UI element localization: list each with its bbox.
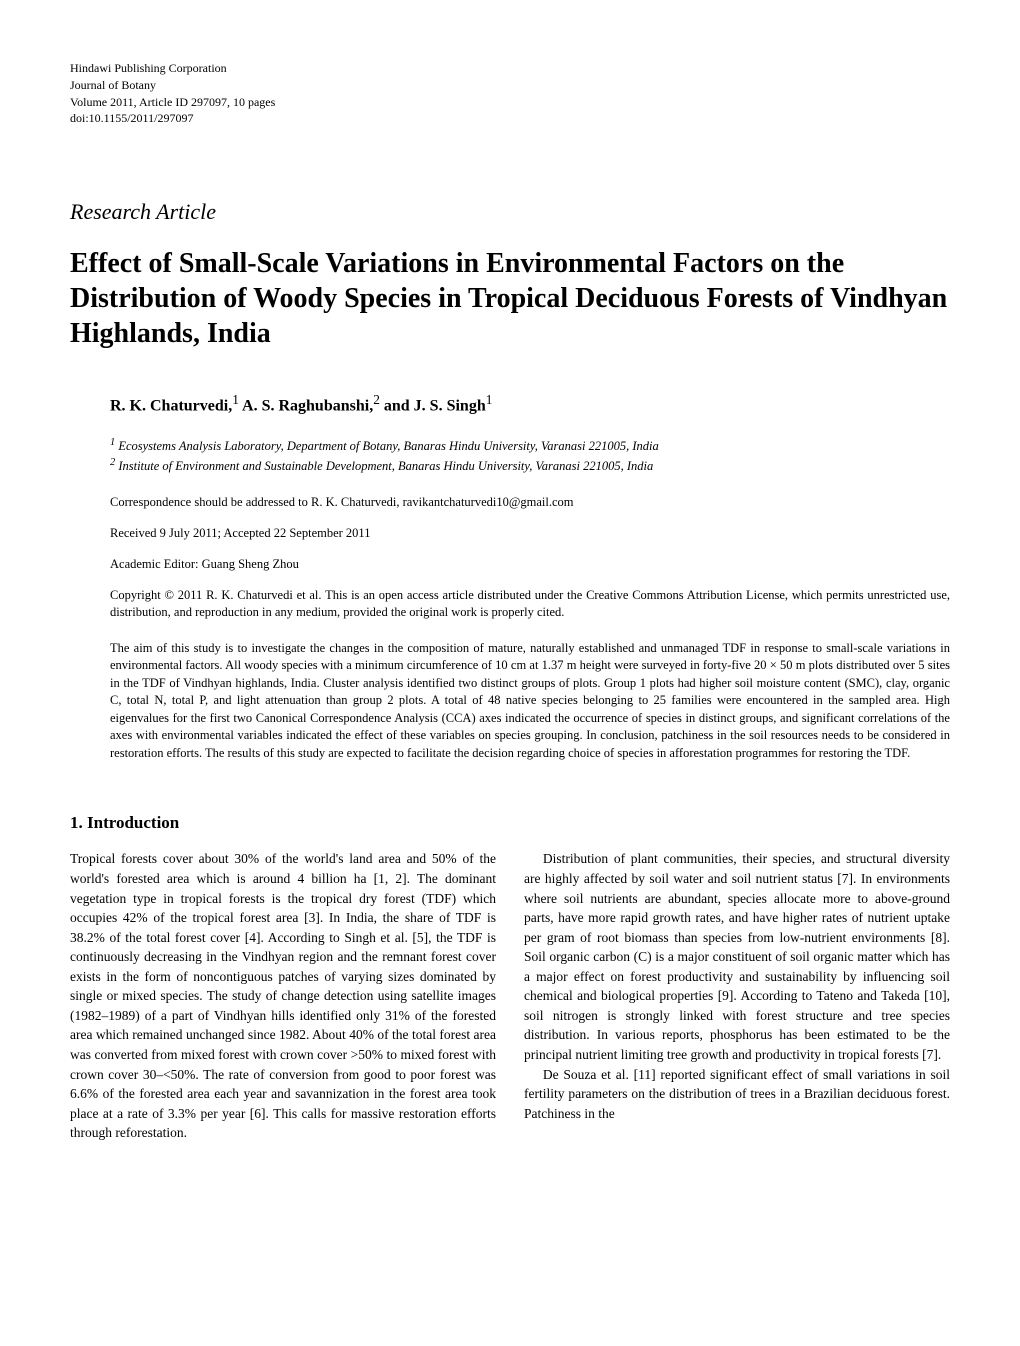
academic-editor: Academic Editor: Guang Sheng Zhou xyxy=(110,556,950,573)
publisher: Hindawi Publishing Corporation xyxy=(70,60,950,77)
correspondence: Correspondence should be addressed to R.… xyxy=(110,494,950,511)
doi: doi:10.1155/2011/297097 xyxy=(70,110,950,127)
body-paragraph: Tropical forests cover about 30% of the … xyxy=(70,849,496,1142)
journal-name: Journal of Botany xyxy=(70,77,950,94)
affiliations: 1 Ecosystems Analysis Laboratory, Depart… xyxy=(110,435,950,477)
abstract: The aim of this study is to investigate … xyxy=(110,640,950,763)
affiliation-2: 2 Institute of Environment and Sustainab… xyxy=(110,455,950,476)
article-type: Research Article xyxy=(70,197,950,227)
article-title: Effect of Small-Scale Variations in Envi… xyxy=(70,246,950,351)
volume-line: Volume 2011, Article ID 297097, 10 pages xyxy=(70,94,950,111)
section-heading-introduction: 1. Introduction xyxy=(70,812,950,835)
article-dates: Received 9 July 2011; Accepted 22 Septem… xyxy=(110,525,950,542)
author-list: R. K. Chaturvedi,1 A. S. Raghubanshi,2 a… xyxy=(110,391,950,417)
body-paragraph: De Souza et al. [11] reported significan… xyxy=(524,1065,950,1124)
journal-meta: Hindawi Publishing Corporation Journal o… xyxy=(70,60,950,127)
body-text: Tropical forests cover about 30% of the … xyxy=(70,849,950,1142)
body-paragraph: Distribution of plant communities, their… xyxy=(524,849,950,1064)
copyright: Copyright © 2011 R. K. Chaturvedi et al.… xyxy=(110,587,950,622)
affiliation-1: 1 Ecosystems Analysis Laboratory, Depart… xyxy=(110,435,950,456)
